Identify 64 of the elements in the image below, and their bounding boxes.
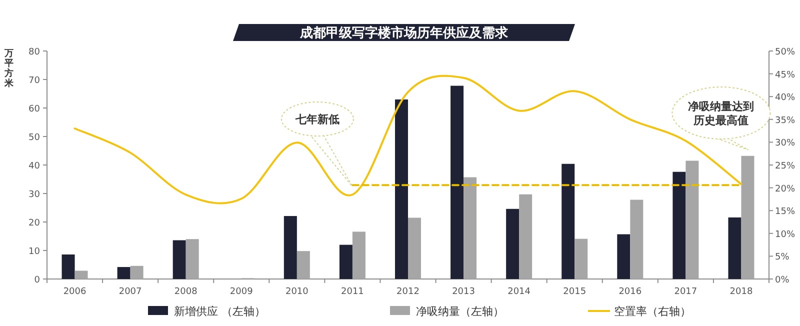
y2-tick-label: 45% xyxy=(775,70,796,80)
y-tick-label: 10 xyxy=(28,247,40,257)
y2-tick-label: 50% xyxy=(775,48,796,58)
bar xyxy=(630,200,644,279)
y-axis-title: 万平方米 xyxy=(4,49,14,89)
x-tick-label: 2006 xyxy=(63,287,86,297)
y2-tick-label: 30% xyxy=(775,138,796,149)
bar xyxy=(686,160,699,279)
annotation: 净吸纳量达到历史最高值 xyxy=(688,100,754,127)
y2-tick-label: 10% xyxy=(775,230,796,240)
y-tick-label: 50 xyxy=(28,133,40,143)
x-tick-label: 2016 xyxy=(618,287,642,297)
bar xyxy=(574,238,588,279)
bar xyxy=(339,244,352,279)
y-tick-label: 0 xyxy=(34,276,40,286)
x-tick-label: 2010 xyxy=(285,287,309,297)
y2-tick-label: 35% xyxy=(775,116,796,126)
bar xyxy=(519,194,532,279)
bar xyxy=(352,232,366,279)
bar xyxy=(562,164,575,279)
bar xyxy=(450,86,464,279)
bar xyxy=(74,270,88,279)
legend-label: 空置率（右轴） xyxy=(614,305,691,318)
x-tick-label: 2014 xyxy=(508,287,531,297)
x-tick-label: 2012 xyxy=(396,287,420,297)
bar xyxy=(617,234,630,279)
x-tick-label: 2013 xyxy=(452,287,475,297)
legend-label: 净吸纳量（左轴） xyxy=(416,305,504,318)
bar xyxy=(741,156,754,279)
y2-tick-label: 40% xyxy=(775,93,796,104)
y-tick-label: 30 xyxy=(28,190,40,200)
bar xyxy=(284,216,297,279)
y-tick-label: 20 xyxy=(28,218,40,228)
x-tick-label: 2018 xyxy=(730,287,753,297)
bar xyxy=(408,218,421,279)
annotation: 七年新低 xyxy=(294,113,340,126)
bar xyxy=(672,172,686,279)
bar xyxy=(130,266,144,279)
bar xyxy=(172,240,186,279)
y-tick-label: 60 xyxy=(28,104,40,114)
x-tick-label: 2017 xyxy=(674,287,698,297)
y2-tick-label: 5% xyxy=(775,252,790,263)
bar xyxy=(395,99,408,279)
y2-tick-label: 20% xyxy=(775,184,796,194)
y-tick-label: 70 xyxy=(28,76,40,86)
bar xyxy=(464,177,477,279)
y-tick-label: 40 xyxy=(28,162,40,172)
x-tick-label: 2007 xyxy=(118,287,142,297)
bar xyxy=(62,254,75,279)
bar xyxy=(506,208,520,279)
bar xyxy=(117,267,130,279)
y2-tick-label: 15% xyxy=(775,207,796,218)
y2-tick-label: 0% xyxy=(775,276,790,286)
chart-title: 成都甲级写字楼市场历年供应及需求 xyxy=(299,25,509,41)
bar xyxy=(728,217,742,279)
y2-tick-label: 25% xyxy=(775,162,796,172)
x-tick-label: 2009 xyxy=(230,287,254,297)
x-tick-label: 2008 xyxy=(174,287,198,297)
legend-label: 新增供应 （左轴） xyxy=(174,305,266,318)
bar xyxy=(296,251,310,279)
y-tick-label: 80 xyxy=(28,48,40,58)
x-tick-label: 2011 xyxy=(341,287,364,297)
bar xyxy=(186,239,199,279)
x-tick-label: 2015 xyxy=(563,287,586,297)
